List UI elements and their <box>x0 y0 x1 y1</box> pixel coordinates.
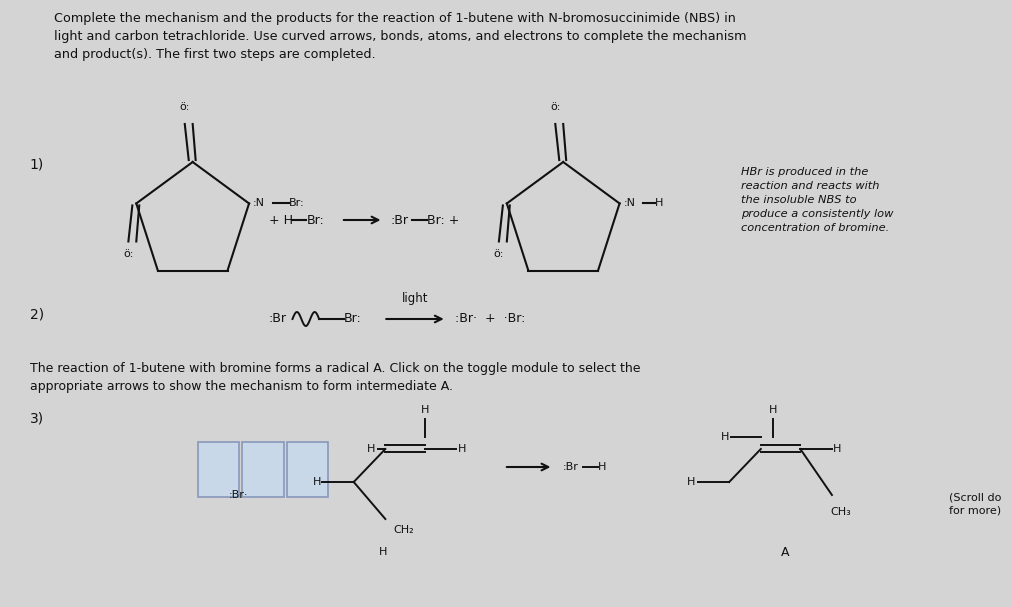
Text: 1): 1) <box>29 157 43 171</box>
Text: ö:: ö: <box>493 249 503 259</box>
Text: H: H <box>598 462 606 472</box>
FancyBboxPatch shape <box>197 442 239 497</box>
Text: :Br: :Br <box>269 313 286 325</box>
Text: :Br: :Br <box>390 214 407 226</box>
Text: 3): 3) <box>29 412 43 426</box>
Text: CH₃: CH₃ <box>829 507 850 517</box>
Text: H: H <box>654 198 663 208</box>
Text: :N: :N <box>253 198 265 208</box>
Text: H: H <box>312 477 320 487</box>
Text: Br:: Br: <box>306 214 324 226</box>
Text: :Br·: :Br· <box>229 490 249 500</box>
Text: CH₂: CH₂ <box>393 525 413 535</box>
Text: Br: +: Br: + <box>427 214 459 226</box>
Text: H: H <box>421 405 429 415</box>
Text: ö:: ö: <box>550 102 560 112</box>
Text: light: light <box>401 292 428 305</box>
Text: :Br: :Br <box>563 462 578 472</box>
Text: H: H <box>686 477 695 487</box>
Text: The reaction of 1-butene with bromine forms a radical A. Click on the toggle mod: The reaction of 1-butene with bromine fo… <box>29 362 640 393</box>
Text: H: H <box>379 547 387 557</box>
Text: Complete the mechanism and the products for the reaction of 1-butene with N-brom: Complete the mechanism and the products … <box>55 12 746 61</box>
Text: A: A <box>780 546 789 558</box>
Text: H: H <box>767 405 776 415</box>
Text: H: H <box>720 432 729 442</box>
Text: + H: + H <box>269 214 292 226</box>
Text: :N: :N <box>623 198 635 208</box>
FancyBboxPatch shape <box>286 442 328 497</box>
Text: H: H <box>367 444 375 454</box>
Text: H: H <box>832 444 840 454</box>
Text: H: H <box>457 444 465 454</box>
Text: ö:: ö: <box>179 102 190 112</box>
Text: HBr is produced in the
reaction and reacts with
the insoluble NBS to
produce a c: HBr is produced in the reaction and reac… <box>740 167 893 233</box>
Text: Br:: Br: <box>344 313 361 325</box>
Text: (Scroll do
for more): (Scroll do for more) <box>947 492 1000 515</box>
Text: Br:: Br: <box>288 198 304 208</box>
FancyBboxPatch shape <box>242 442 283 497</box>
Text: :Br·  +  ·Br:: :Br· + ·Br: <box>454 313 525 325</box>
Text: 2): 2) <box>29 307 43 321</box>
Text: ö:: ö: <box>123 249 133 259</box>
